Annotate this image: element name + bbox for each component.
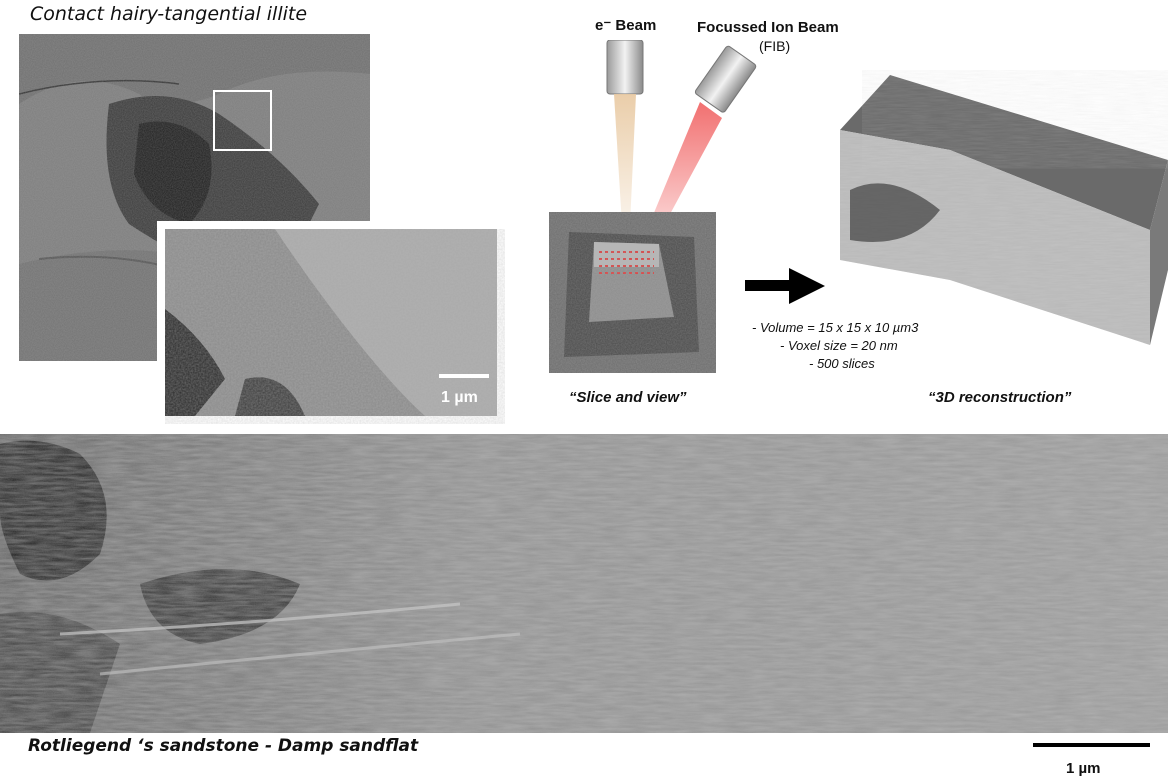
ebeam-cone	[614, 94, 636, 225]
sem-inset-image: 1 µm	[157, 221, 505, 424]
3d-reconstruction-image	[830, 70, 1168, 380]
zoom-box	[213, 90, 272, 151]
slice-view-image	[549, 212, 716, 373]
3d-reconstruction-caption: “3D reconstruction”	[928, 389, 1072, 406]
param-volume: - Volume = 15 x 15 x 10 µm3	[752, 320, 919, 335]
param-slices: - 500 slices	[809, 356, 875, 371]
arrow-right-icon	[745, 268, 825, 304]
bottom-sem-panorama	[0, 434, 1168, 733]
fib-sublabel: (FIB)	[759, 38, 791, 54]
inset-scale-bar	[439, 374, 489, 378]
fib-beam-diagram	[540, 39, 790, 280]
bottom-scale-label: 1 µm	[1066, 760, 1101, 777]
slice-view-caption: “Slice and view”	[569, 389, 687, 406]
fib-cone	[646, 102, 722, 240]
inset-scale-label: 1 µm	[441, 389, 478, 406]
fib-column	[694, 45, 757, 113]
fib-label: Focussed Ion Beam	[697, 19, 839, 36]
bottom-caption: Rotliegend ‘s sandstone - Damp sandflat	[28, 736, 419, 756]
bottom-scale-bar	[1033, 743, 1150, 747]
ebeam-column	[606, 39, 644, 95]
figure-title: Contact hairy-tangential illite	[30, 3, 308, 25]
ebeam-label: e⁻ Beam	[595, 17, 657, 34]
param-voxel-size: - Voxel size = 20 nm	[780, 338, 898, 353]
